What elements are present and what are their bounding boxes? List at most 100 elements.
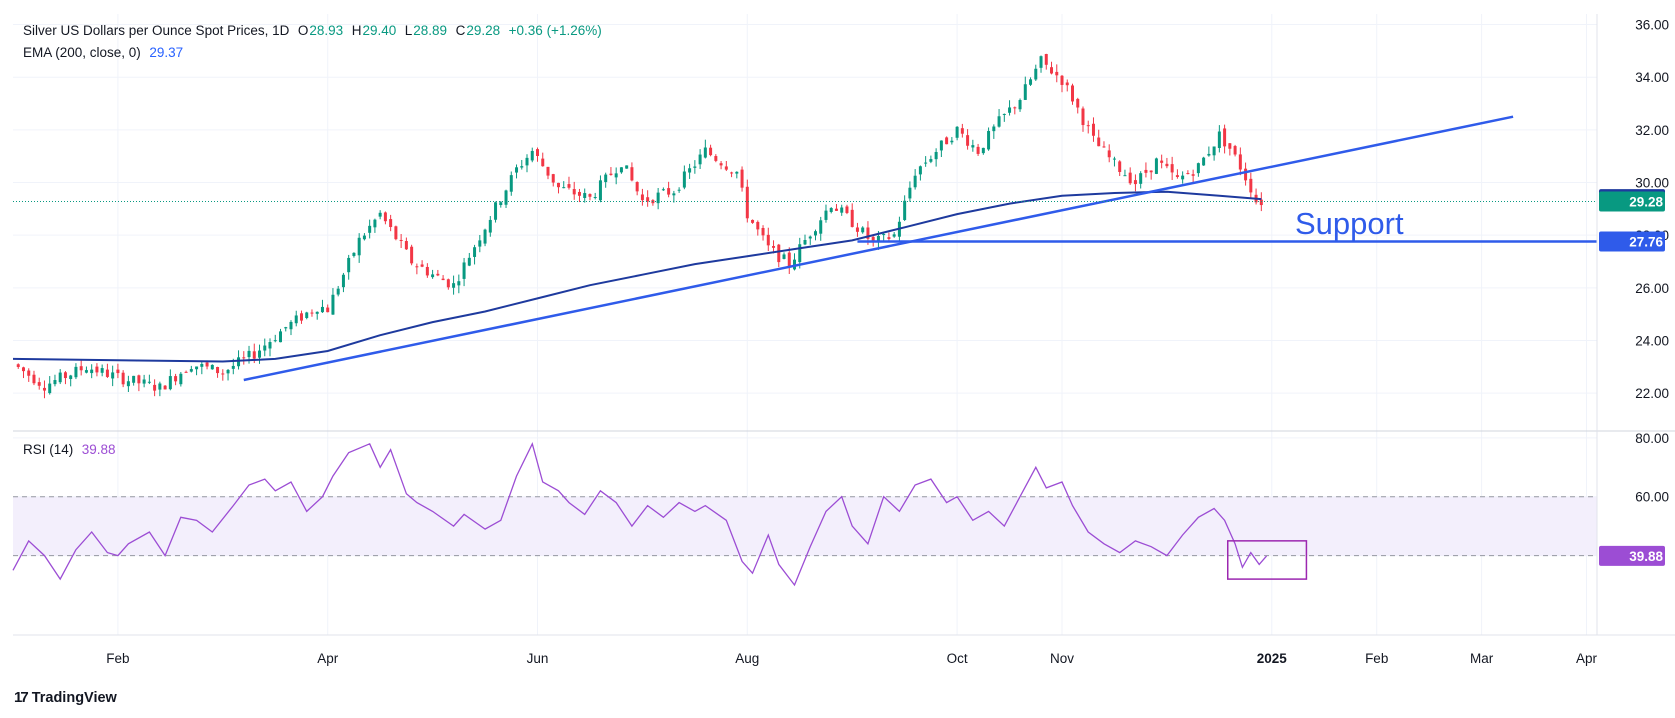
candle-body: [247, 350, 251, 358]
candle-body: [614, 173, 618, 178]
candle-body: [955, 126, 959, 138]
candle-body: [294, 315, 298, 324]
candle-body: [305, 312, 309, 319]
price-tick-label: 26.00: [1635, 281, 1669, 296]
candle-body: [918, 166, 922, 175]
candle-body: [598, 180, 602, 201]
candle-body: [221, 373, 225, 375]
candle-body: [1102, 146, 1106, 148]
candle-body: [515, 167, 519, 173]
time-tick-label: Mar: [1470, 651, 1494, 666]
candle-body: [420, 264, 424, 267]
candle-body: [1139, 173, 1143, 184]
candle-body: [1165, 163, 1169, 167]
candle-body: [37, 382, 41, 386]
price-tick-label: 22.00: [1635, 386, 1669, 401]
candle-body: [1175, 175, 1179, 177]
candle-body: [1107, 150, 1111, 158]
candle-body: [446, 279, 450, 288]
candle-body: [27, 370, 31, 376]
candle-body: [735, 171, 739, 174]
candle-body: [971, 145, 975, 148]
candle-body: [289, 321, 293, 330]
candle-body: [74, 366, 78, 378]
time-tick-label: Jun: [527, 651, 549, 666]
symbol-title: Silver US Dollars per Ounce Spot Prices,…: [23, 23, 290, 38]
candle-body: [111, 372, 115, 379]
candle-body: [567, 184, 571, 188]
candle-body: [1029, 79, 1033, 85]
candle-body: [960, 128, 964, 134]
time-axis[interactable]: Feb Apr Jun Aug Oct Nov 2025 Feb Mar Apr: [106, 651, 1597, 666]
candle-body: [494, 202, 498, 220]
legend-ema: EMA (200, close, 0) 29.37: [23, 45, 184, 60]
candle-body: [1060, 75, 1064, 85]
candle-body: [945, 137, 949, 145]
candle-body: [357, 237, 361, 256]
candle-body: [525, 157, 529, 166]
candle-body: [541, 158, 545, 167]
candle-body: [174, 376, 178, 382]
candle-body: [467, 257, 471, 266]
time-tick-label: Oct: [947, 651, 968, 666]
rsi-axis[interactable]: 60.00 80.00 39.88: [1599, 431, 1669, 566]
rsi-value-tag-bg: [1599, 545, 1665, 566]
candle-body: [520, 166, 524, 168]
candle-body: [751, 219, 755, 223]
candle-body: [436, 273, 440, 276]
candle-body: [672, 193, 676, 196]
candle-body: [1034, 68, 1038, 80]
tradingview-logo-text: TradingView: [31, 689, 117, 706]
candle-body: [772, 246, 776, 248]
candle-body: [310, 312, 314, 314]
candle-body: [1128, 172, 1132, 184]
candle-body: [121, 372, 125, 385]
candle-body: [389, 219, 393, 228]
candle-body: [981, 147, 985, 154]
candle-body: [583, 193, 587, 198]
support-price-tag-bg: [1599, 231, 1665, 252]
candle-body: [336, 288, 340, 295]
legend-main: Silver US Dollars per Ounce Spot Prices,…: [23, 23, 603, 38]
candle-body: [730, 172, 734, 174]
candle-body: [882, 234, 886, 236]
candle-body: [1018, 100, 1022, 110]
high-value: 29.40: [362, 23, 397, 38]
candle-body: [210, 364, 214, 370]
candle-body: [1091, 123, 1095, 136]
candle-body: [1154, 158, 1158, 174]
candle-body: [551, 174, 555, 183]
candle-body: [153, 384, 157, 391]
candle-body: [226, 369, 230, 374]
candle-body: [1223, 128, 1227, 147]
candle-body: [798, 244, 802, 263]
candle-body: [987, 130, 991, 150]
candle-body: [278, 331, 282, 343]
candle-body: [1118, 161, 1122, 172]
candle-body: [1081, 108, 1085, 126]
candle-body: [90, 369, 94, 374]
candle-body: [625, 165, 629, 169]
candle-body: [488, 219, 492, 233]
candle-body: [1123, 175, 1127, 177]
candle-body: [855, 227, 859, 232]
candle-body: [116, 369, 120, 374]
candle-body: [572, 189, 576, 195]
time-tick-label: Apr: [1576, 651, 1598, 666]
rsi-highlight-box[interactable]: [1226, 540, 1308, 580]
candle-body: [184, 371, 188, 373]
candle-body: [499, 202, 503, 206]
candle-body: [939, 140, 943, 151]
tradingview-logo[interactable]: 17 TradingView: [14, 689, 117, 706]
candle-body: [263, 345, 267, 351]
candle-body: [1039, 56, 1043, 68]
candle-body: [819, 220, 823, 234]
candle-body: [509, 175, 513, 192]
candle-body: [766, 234, 770, 246]
rsi-band: [13, 496, 1597, 556]
candle-body: [950, 140, 954, 143]
candle-body: [709, 147, 713, 156]
candle-body: [635, 182, 639, 192]
trendline[interactable]: [243, 115, 1514, 382]
candle-body: [195, 366, 199, 370]
